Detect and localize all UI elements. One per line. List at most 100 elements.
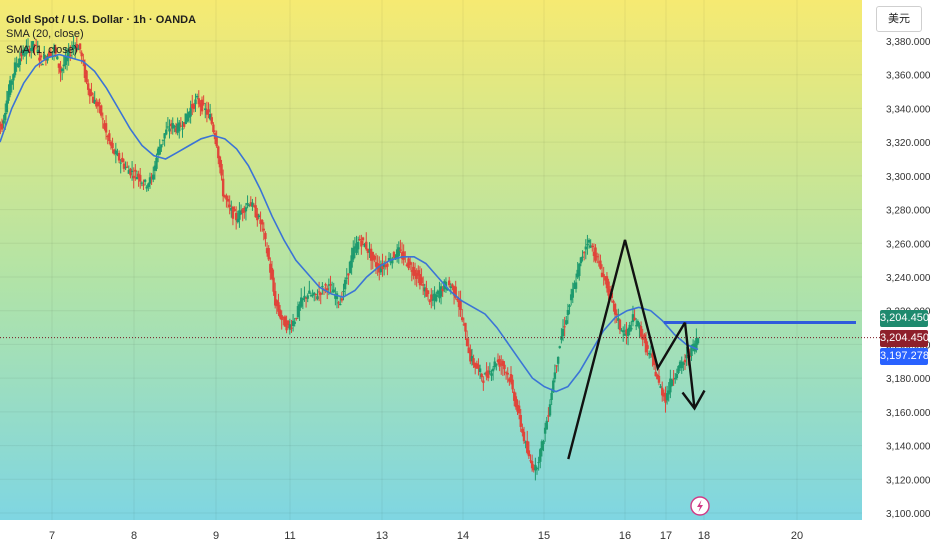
candle-body [521, 428, 524, 433]
candle-body [277, 302, 280, 312]
candle-body [153, 165, 157, 171]
candle-body [571, 289, 574, 298]
candle-body [654, 371, 657, 377]
candle-body [208, 113, 212, 120]
y-tick-label: 3,360.000 [886, 71, 931, 82]
candle-body [353, 246, 357, 249]
candle-body [49, 51, 52, 57]
candle-body [230, 207, 233, 211]
x-tick-label: 14 [457, 530, 469, 542]
candle-body [13, 62, 17, 76]
y-tick-label: 3,300.000 [886, 172, 931, 183]
candle-body [282, 316, 285, 318]
lightning-icon[interactable] [690, 496, 710, 516]
candle-body [33, 44, 36, 46]
candle-body [446, 288, 449, 291]
candle-body [78, 43, 82, 50]
candle-body [638, 324, 641, 329]
candle-body [514, 396, 518, 408]
candle-body [272, 277, 275, 292]
candle-body [527, 450, 531, 457]
candle-body [221, 178, 225, 197]
candle-body [485, 371, 488, 377]
candle-body [630, 327, 633, 330]
candle-body [423, 287, 427, 292]
candle-body [321, 285, 324, 287]
currency-button[interactable]: 美元 [876, 6, 922, 32]
candle-body [60, 68, 64, 72]
candle-body [534, 464, 537, 471]
candle-body [469, 349, 472, 362]
candle-body [309, 295, 313, 297]
candle-body [696, 338, 700, 344]
candle-body [23, 54, 26, 56]
candle-body [602, 274, 605, 277]
candle-body [314, 293, 318, 295]
y-tick-label: 3,160.000 [886, 408, 931, 419]
candle-body [270, 267, 274, 279]
candle-body [452, 286, 456, 296]
candle-body [134, 169, 137, 172]
candle-body [621, 330, 625, 333]
candle-body [651, 353, 654, 358]
candle-body [241, 209, 244, 214]
candle-body [217, 146, 220, 159]
candle-body [573, 283, 576, 290]
candle-body [478, 368, 482, 372]
candle-body [545, 420, 548, 430]
candle-body [51, 51, 54, 53]
candle-body [491, 368, 495, 372]
candle-body [80, 52, 83, 57]
candle-body [356, 242, 360, 250]
candle-body [62, 64, 65, 67]
candle-body [337, 302, 340, 304]
candle-body [306, 295, 309, 299]
candle-body [114, 150, 118, 154]
double-top-pattern-drawing[interactable] [567, 239, 687, 460]
candle-body [280, 315, 283, 321]
candle-body [30, 47, 33, 52]
candle-body [215, 137, 218, 147]
candle-body [382, 264, 386, 268]
candle-body [678, 361, 682, 368]
price-axis: 3,100.000 3,120.000 3,140.000 3,160.000 3,18… [886, 37, 931, 520]
projection-arrow[interactable] [681, 322, 706, 411]
candle-body [368, 250, 371, 253]
candle-body [181, 128, 184, 130]
candle-body [77, 47, 80, 50]
candle-body [313, 292, 316, 295]
sma-1-legend[interactable]: SMA (1, close) [6, 44, 78, 56]
candle-body [330, 291, 334, 293]
candle-body [262, 228, 266, 231]
x-tick-label: 7 [49, 530, 55, 542]
candle-body [539, 449, 542, 462]
candle-body [169, 123, 173, 127]
candle-body [569, 294, 573, 301]
candle-body [238, 210, 241, 220]
candle-body [395, 249, 399, 258]
candle-body [461, 317, 464, 321]
candle-body [178, 122, 181, 132]
x-tick-label: 18 [698, 530, 710, 542]
candle-body [350, 255, 353, 268]
candle-body [659, 386, 662, 388]
candle-body [430, 294, 433, 301]
symbol-title[interactable]: Gold Spot / U.S. Dollar · 1h · OANDA [6, 14, 197, 26]
candle-body [273, 291, 277, 306]
candle-body [376, 263, 379, 270]
candle-body [326, 288, 329, 291]
candle-body [267, 248, 270, 260]
candle-body [173, 125, 176, 128]
candle-body [392, 251, 396, 258]
candle-body [317, 291, 321, 293]
sma-20-legend[interactable]: SMA (20, close) [6, 28, 84, 40]
candle-body [10, 80, 13, 85]
candle-body [656, 374, 659, 380]
candle-body [99, 105, 103, 116]
candle-body [126, 166, 129, 168]
candle-body [101, 118, 105, 120]
candle-body [664, 393, 667, 403]
candle-body [688, 352, 692, 358]
candle-body [244, 207, 248, 212]
